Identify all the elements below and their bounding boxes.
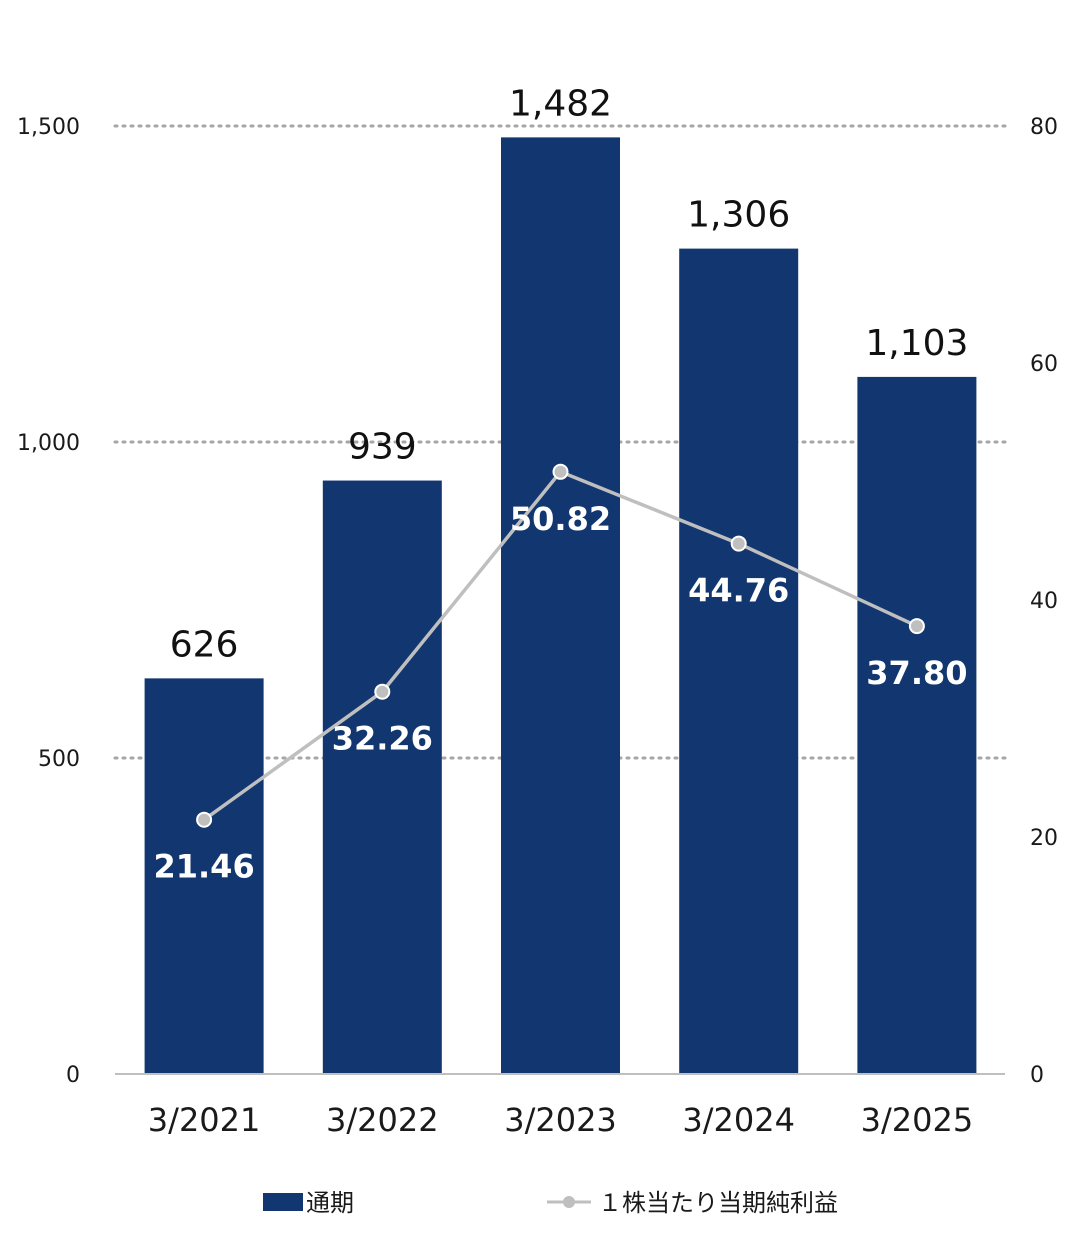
line-value-labels: 21.46 32.26 50.82 44.76 37.80 <box>153 500 967 886</box>
bar <box>679 248 799 1074</box>
legend-bar-swatch <box>263 1193 303 1211</box>
legend-line-marker <box>563 1196 575 1208</box>
right-tick-label: 20 <box>1030 826 1058 851</box>
line-value-label: 37.80 <box>866 654 967 692</box>
line-value-label: 32.26 <box>332 720 433 758</box>
bar <box>322 480 442 1074</box>
left-tick-label: 1,000 <box>17 431 80 456</box>
line-value-label: 50.82 <box>510 500 611 538</box>
line-point <box>730 535 747 552</box>
bar-value-label: 1,103 <box>865 323 968 364</box>
category-label: 3/2025 <box>861 1101 974 1139</box>
right-tick-label: 60 <box>1030 352 1058 377</box>
bar <box>501 137 620 1075</box>
line-point <box>908 618 925 635</box>
bar <box>857 376 977 1074</box>
bar-value-label: 1,482 <box>509 83 612 124</box>
category-label: 3/2022 <box>326 1101 439 1139</box>
category-label: 3/2021 <box>148 1101 261 1139</box>
bar-value-labels: 626 939 1,482 1,306 1,103 <box>170 83 969 665</box>
line-point <box>196 811 213 828</box>
category-label: 3/2024 <box>682 1101 795 1139</box>
left-tick-label: 1,500 <box>17 115 80 140</box>
left-axis: 0 500 1,000 1,500 <box>17 115 80 1088</box>
right-tick-label: 0 <box>1030 1063 1044 1088</box>
left-tick-label: 500 <box>38 747 80 772</box>
legend-bar-label: 通期 <box>306 1189 354 1217</box>
bar-value-label: 939 <box>348 427 417 468</box>
category-labels: 3/2021 3/2022 3/2023 3/2024 3/2025 <box>148 1101 973 1139</box>
line-value-label: 21.46 <box>153 848 254 886</box>
legend-line-label: １株当たり当期純利益 <box>598 1189 838 1217</box>
right-tick-label: 40 <box>1030 589 1058 614</box>
line-value-label: 44.76 <box>688 572 789 610</box>
line-point <box>374 683 391 700</box>
right-tick-label: 80 <box>1030 115 1058 140</box>
line-series <box>196 463 925 828</box>
line-point <box>552 463 569 480</box>
left-tick-label: 0 <box>66 1063 80 1088</box>
bar-value-label: 1,306 <box>687 195 790 236</box>
legend: 通期 １株当たり当期純利益 <box>263 1189 838 1217</box>
bar <box>144 678 264 1074</box>
bar-value-label: 626 <box>170 624 239 665</box>
category-label: 3/2023 <box>504 1101 617 1139</box>
right-axis: 0 20 40 60 80 <box>1030 115 1058 1088</box>
bar-series <box>144 137 977 1075</box>
